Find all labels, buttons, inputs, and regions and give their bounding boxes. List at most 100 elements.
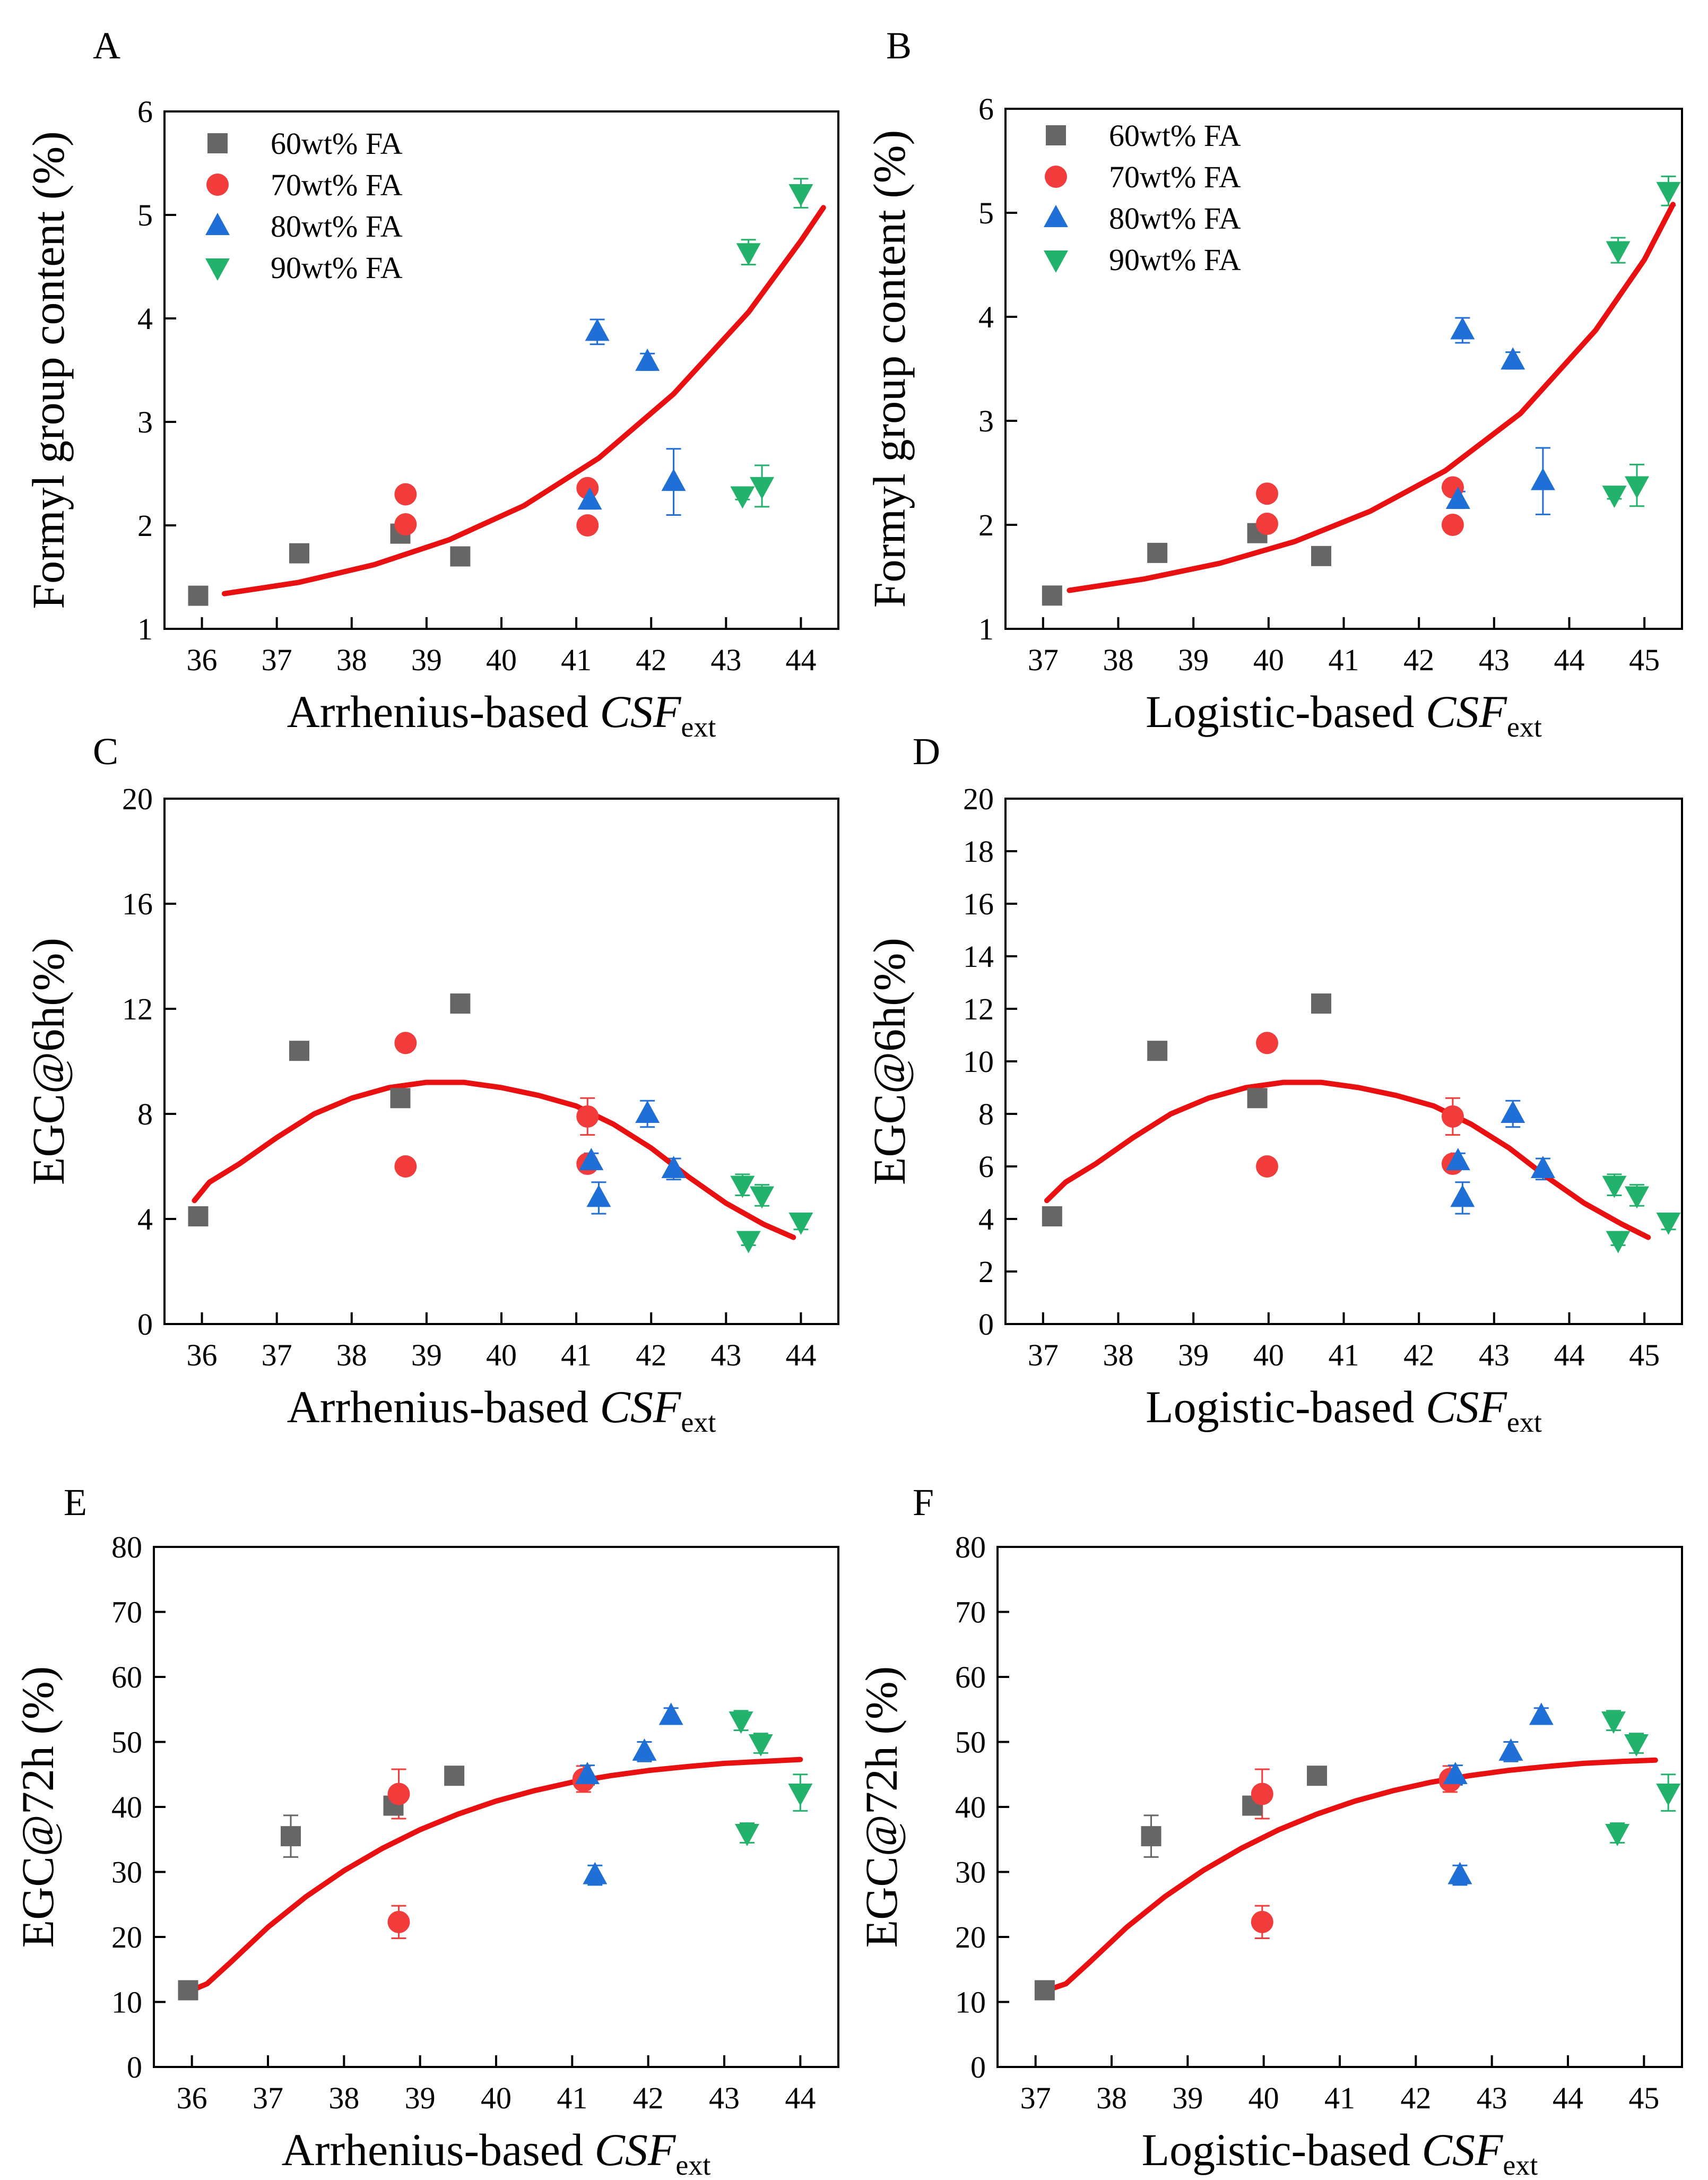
data-point-circle: [394, 483, 417, 506]
x-tick-label: 45: [1628, 2081, 1659, 2115]
data-point-triangle-down: [788, 184, 813, 207]
y-tick-label: 60: [111, 1660, 142, 1694]
y-tick-label: 2: [137, 508, 153, 543]
x-tick-label: 42: [636, 643, 666, 677]
fit-curve: [1044, 1079, 1651, 1240]
x-tick-label: 41: [561, 1338, 592, 1372]
data-point-circle: [1441, 1105, 1464, 1128]
x-tick-label: 39: [411, 1338, 442, 1372]
y-axis-label: EGC@6h(%): [23, 938, 74, 1185]
y-tick-label: 80: [111, 1530, 142, 1564]
data-point-square: [1141, 1826, 1161, 1847]
legend-label: 90wt% FA: [271, 250, 403, 285]
legend-label: 70wt% FA: [271, 168, 403, 202]
data-point-square: [1147, 1041, 1168, 1061]
data-point-square: [188, 1206, 209, 1227]
y-tick-label: 70: [111, 1595, 142, 1630]
y-tick-label: 0: [127, 2050, 142, 2084]
x-tick-label: 40: [1253, 643, 1284, 677]
data-point-triangle-up: [586, 1184, 611, 1207]
x-tick-label: 42: [633, 2081, 664, 2115]
data-point-square: [1042, 585, 1062, 606]
fit-curve: [192, 1079, 796, 1240]
x-tick-label: 38: [336, 1338, 367, 1372]
fit-curve: [1067, 202, 1676, 593]
x-axis-label: Logistic-based CSFext: [1146, 1381, 1542, 1438]
data-point-triangle-down: [788, 1212, 813, 1235]
y-tick-label: 50: [111, 1725, 142, 1760]
x-tick-label: 44: [1553, 2081, 1583, 2115]
y-tick-label: 8: [978, 1097, 994, 1131]
data-point-circle: [576, 514, 599, 537]
data-point-triangle-up: [632, 1738, 657, 1761]
plot-frame: [1004, 108, 1683, 630]
data-point-triangle-down: [1625, 1186, 1649, 1209]
x-tick-label: 41: [557, 2081, 587, 2115]
x-tick-label: 37: [1020, 2081, 1051, 2115]
y-tick-label: 16: [963, 887, 994, 921]
y-tick-label: 50: [955, 1725, 986, 1760]
x-tick-label: 44: [785, 643, 816, 677]
data-point-triangle-up: [1530, 468, 1555, 490]
y-tick-label: 1: [978, 612, 994, 646]
data-point-triangle-down: [730, 486, 755, 509]
y-tick-label: 18: [963, 834, 994, 869]
data-point-square: [1034, 1980, 1055, 2001]
data-point-square: [444, 1766, 465, 1786]
data-point-circle: [1441, 514, 1464, 536]
data-point-triangle-up: [661, 1155, 686, 1178]
y-axis-label: Formyl group content (%): [23, 131, 74, 609]
y-tick-label: 30: [111, 1855, 142, 1890]
data-point-square: [188, 585, 209, 606]
x-tick-label: 43: [709, 2081, 740, 2115]
y-tick-label: 6: [978, 1149, 994, 1184]
data-point-triangle-down: [1601, 1711, 1626, 1734]
data-point-circle: [387, 1910, 410, 1933]
plot-frame: [1004, 798, 1683, 1325]
x-axis-label: Arrhenius-based CSFext: [282, 2124, 711, 2180]
panel-label: D: [913, 730, 940, 773]
x-tick-label: 39: [405, 2081, 436, 2115]
data-point-square: [390, 1088, 411, 1109]
legend-label: 70wt% FA: [1109, 160, 1241, 194]
x-tick-label: 42: [1400, 2081, 1431, 2115]
y-tick-label: 16: [122, 887, 153, 921]
data-point-circle: [394, 513, 417, 536]
y-tick-label: 80: [955, 1530, 986, 1564]
legend: 60wt% FA 70wt% FA 80wt% FA 90wt% FA: [1044, 118, 1241, 277]
data-point-triangle-up: [1445, 1148, 1470, 1171]
data-point-square: [1307, 1766, 1327, 1786]
x-tick-label: 38: [336, 643, 367, 677]
x-tick-label: 43: [710, 1338, 741, 1372]
x-tick-label: 40: [1249, 2081, 1279, 2115]
data-point-circle: [576, 1105, 599, 1128]
data-point-triangle-down: [735, 1824, 759, 1846]
y-tick-label: 6: [137, 94, 153, 129]
data-point-triangle-up: [579, 1148, 604, 1171]
data-point-triangle-up: [1529, 1702, 1554, 1725]
x-tick-label: 37: [1028, 1338, 1059, 1372]
x-tick-label: 37: [262, 643, 292, 677]
data-point-triangle-up: [635, 348, 660, 371]
data-point-triangle-up: [661, 469, 686, 491]
x-tick-label: 43: [710, 643, 741, 677]
y-tick-label: 10: [111, 1985, 142, 2020]
y-tick-label: 5: [978, 196, 994, 230]
data-point-triangle-up: [1447, 1862, 1472, 1884]
x-tick-label: 40: [1253, 1338, 1284, 1372]
y-axis-label: Formyl group content (%): [864, 130, 915, 608]
x-tick-label: 38: [1096, 2081, 1127, 2115]
y-tick-label: 1: [137, 612, 153, 646]
y-tick-label: 0: [970, 2050, 986, 2084]
y-tick-label: 0: [137, 1307, 153, 1342]
data-point-square: [281, 1826, 301, 1847]
x-axis-label: Logistic-based CSFext: [1142, 2124, 1538, 2180]
x-tick-label: 41: [1324, 2081, 1355, 2115]
data-point-triangle-down: [1656, 1212, 1681, 1235]
x-tick-label: 44: [785, 2081, 816, 2115]
data-point-square: [178, 1980, 198, 2001]
data-point-triangle-down: [1625, 476, 1649, 499]
panel-label: A: [93, 24, 120, 67]
x-tick-label: 41: [1329, 1338, 1359, 1372]
y-tick-label: 4: [137, 301, 153, 336]
